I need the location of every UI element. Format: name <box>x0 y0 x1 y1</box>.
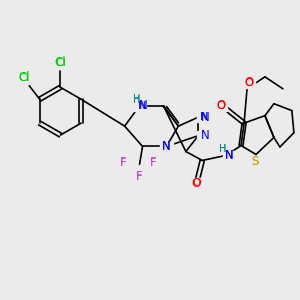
Bar <box>16 73 32 82</box>
Text: Cl: Cl <box>55 56 66 69</box>
Text: Cl: Cl <box>18 71 30 84</box>
Text: H: H <box>134 94 141 104</box>
Text: O: O <box>192 178 201 188</box>
Text: S: S <box>251 154 258 167</box>
Text: N: N <box>138 101 147 111</box>
Text: N: N <box>200 112 208 122</box>
Text: N: N <box>162 140 171 153</box>
Bar <box>160 142 173 151</box>
Text: O: O <box>244 78 253 88</box>
Bar <box>190 178 203 188</box>
Bar <box>223 151 236 160</box>
Text: H: H <box>133 95 140 105</box>
Text: F: F <box>120 158 126 168</box>
Text: H: H <box>219 144 226 154</box>
Text: S: S <box>251 154 258 167</box>
Text: N: N <box>225 150 233 161</box>
Text: F: F <box>120 156 126 169</box>
Text: F: F <box>136 171 143 181</box>
Text: N: N <box>201 129 209 142</box>
Text: F: F <box>150 156 156 169</box>
Text: Cl: Cl <box>55 58 66 68</box>
Text: O: O <box>216 101 225 111</box>
Text: N: N <box>162 141 171 152</box>
Bar <box>52 58 69 67</box>
Text: F: F <box>136 170 143 183</box>
Text: O: O <box>216 99 225 112</box>
Text: F: F <box>150 158 156 168</box>
Text: N: N <box>225 149 234 162</box>
Text: Cl: Cl <box>19 73 30 83</box>
Bar <box>197 112 210 122</box>
Text: O: O <box>244 76 253 89</box>
Text: O: O <box>192 177 201 190</box>
Text: N: N <box>201 111 209 124</box>
Bar <box>214 101 227 111</box>
Bar <box>133 101 146 111</box>
Text: H: H <box>219 144 226 154</box>
Bar <box>242 79 255 88</box>
Bar <box>248 156 261 166</box>
Bar <box>197 131 210 140</box>
Text: N: N <box>139 99 148 112</box>
